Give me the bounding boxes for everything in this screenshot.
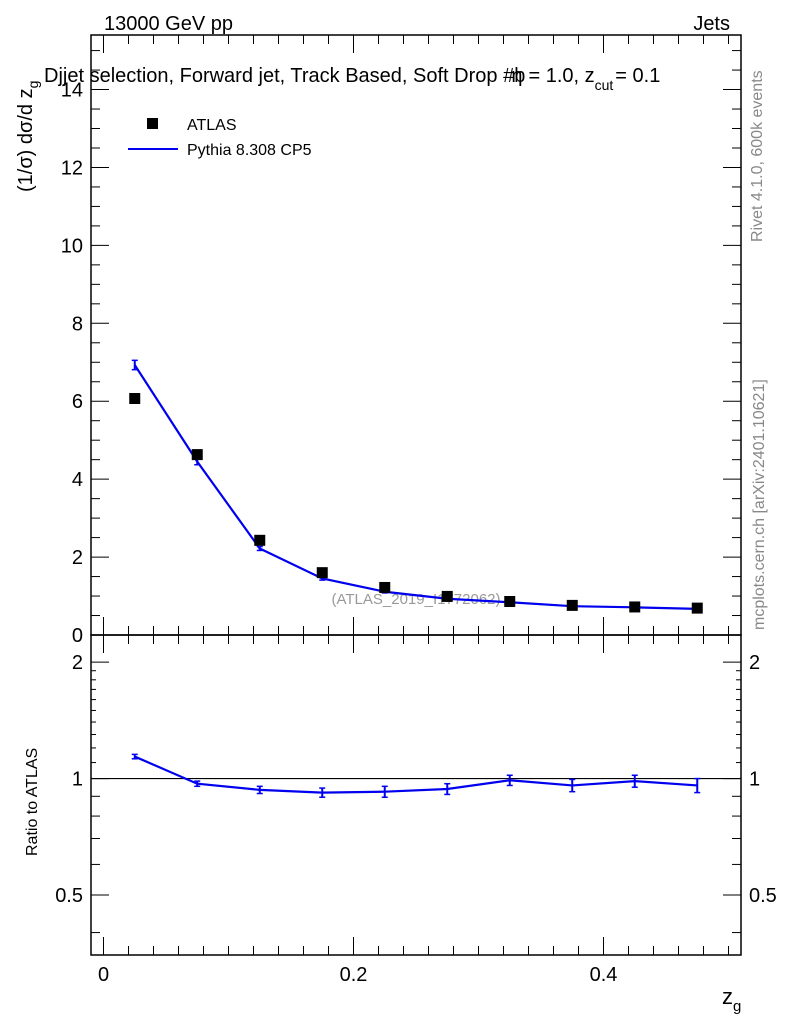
main-y-ticks: 0 2 4 6 8 10 12 14 xyxy=(61,50,741,647)
data-series-main xyxy=(129,393,703,614)
header-right: Jets xyxy=(693,13,730,35)
atlas-data-point xyxy=(566,599,578,611)
ratio-y-tick-label-left: 1 xyxy=(72,769,83,791)
header-left: 13000 GeV pp xyxy=(104,13,233,35)
main-y-tick-label: 8 xyxy=(72,313,83,335)
plot-title-sub: cut xyxy=(595,77,614,93)
atlas-data-point xyxy=(379,581,391,593)
mcplots-label: mcplots.cern.ch [arXiv:2401.10621] xyxy=(751,379,768,630)
legend-data-marker xyxy=(147,118,158,129)
main-y-tick-label: 10 xyxy=(61,235,83,257)
x-tick-label: 0.2 xyxy=(340,964,368,986)
analysis-watermark: (ATLAS_2019_I1772062) xyxy=(331,591,500,608)
main-y-tick-label: 0 xyxy=(72,625,83,647)
atlas-data-point xyxy=(691,602,703,614)
ratio-y-axis-label: Ratio to ATLAS xyxy=(24,748,41,856)
main-y-axis-label-sub: g xyxy=(25,81,41,89)
legend-data-label: ATLAS xyxy=(187,117,237,134)
main-y-tick-label: 2 xyxy=(72,547,83,569)
x-axis-label-sub: g xyxy=(733,998,741,1015)
x-tick-label: 0 xyxy=(98,964,109,986)
mc-main-line xyxy=(133,364,698,610)
ratio-y-tick-label-left: 0.5 xyxy=(55,885,83,907)
ratio-y-ticks: 0.5 0.5 1 1 2 2 xyxy=(55,652,777,934)
mc-series-ratio xyxy=(131,753,701,798)
legend-mc-label: Pythia 8.308 CP5 xyxy=(187,142,312,159)
atlas-data-point xyxy=(129,393,141,405)
main-y-tick-label: 12 xyxy=(61,157,83,179)
x-tick-label: 0.4 xyxy=(590,964,618,986)
main-x-ticks xyxy=(103,35,729,635)
mc-series-main xyxy=(131,359,701,611)
atlas-data-point xyxy=(441,590,453,602)
atlas-data-point xyxy=(629,601,641,613)
x-axis-label: zg xyxy=(722,984,741,1015)
main-y-axis-label-text: (1/σ) dσ/d z xyxy=(15,88,37,192)
atlas-data-point xyxy=(191,449,203,461)
mc-ratio-line xyxy=(134,755,698,794)
main-y-axis-label: (1/σ) dσ/d zg xyxy=(15,81,41,192)
plot-title-eq: = 1.0, z xyxy=(528,65,594,87)
atlas-data-point xyxy=(254,534,266,546)
main-y-tick-label: 6 xyxy=(72,391,83,413)
x-axis-label-text: z xyxy=(722,984,733,1009)
ratio-y-tick-label-right: 1 xyxy=(749,769,760,791)
main-y-tick-label: 14 xyxy=(61,80,83,102)
ratio-y-tick-label-right: 0.5 xyxy=(749,885,777,907)
plot-title: Djjet selection, Forward jet, Track Base… xyxy=(44,65,660,93)
rivet-label: Rivet 4.1.0, 600k events xyxy=(749,70,766,242)
atlas-data-point xyxy=(504,595,516,607)
ratio-panel-frame xyxy=(90,634,742,956)
plot-title-end: = 0.1 xyxy=(615,65,660,87)
plot-title-eta: η xyxy=(511,65,522,87)
atlas-data-point xyxy=(316,567,328,579)
ratio-x-ticks: 0 0.2 0.4 xyxy=(98,635,729,986)
ratio-y-tick-label-right: 2 xyxy=(749,652,760,674)
ratio-y-tick-label-left: 2 xyxy=(72,652,83,674)
plot-title-main: Djjet selection, Forward jet, Track Base… xyxy=(44,65,525,87)
main-y-tick-label: 4 xyxy=(72,469,83,491)
